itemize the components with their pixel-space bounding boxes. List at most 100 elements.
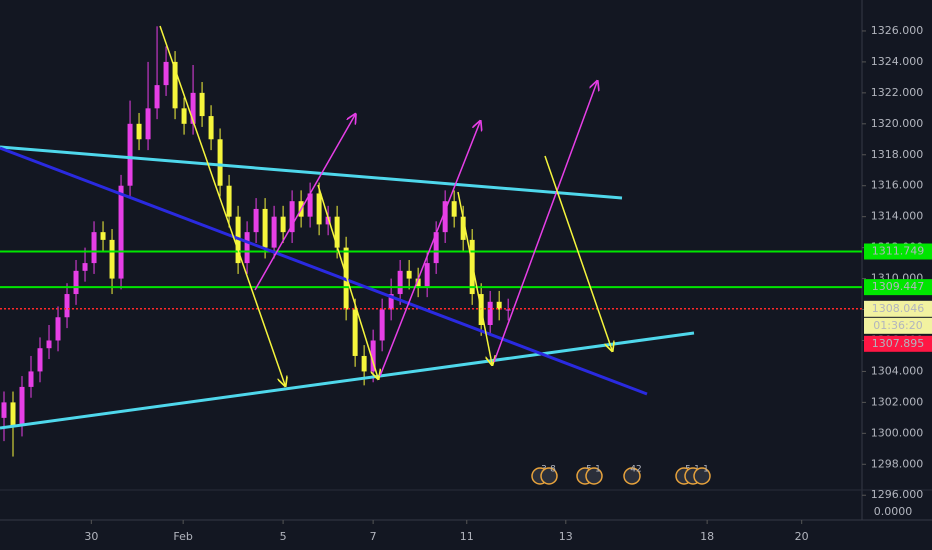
candle-body xyxy=(289,201,295,233)
candle-body xyxy=(154,85,160,109)
y-tick-label: 1320.000 xyxy=(871,117,924,130)
candle-body xyxy=(10,402,16,426)
event-badge xyxy=(623,467,641,485)
candle-body xyxy=(217,139,223,186)
trendline xyxy=(0,146,648,396)
candle-body xyxy=(73,270,79,295)
event-label: 1 xyxy=(703,465,709,475)
event-label: 42 xyxy=(630,465,641,475)
last-price-tag xyxy=(864,335,932,352)
price-tag-label: 1308.046 xyxy=(872,302,925,315)
arrow xyxy=(379,122,480,377)
candle-body xyxy=(271,216,277,248)
price-tag-label: 1309.447 xyxy=(872,280,925,293)
x-tick-label: Feb xyxy=(173,530,192,543)
candle-body xyxy=(181,108,187,124)
y-tick-label: 1298.000 xyxy=(871,457,924,470)
event-label: 1 xyxy=(595,465,601,475)
candle-body xyxy=(352,309,358,356)
arrow xyxy=(317,184,378,378)
candle-body xyxy=(388,294,394,310)
drawings xyxy=(0,25,695,430)
countdown: 01:36:20 xyxy=(873,319,922,332)
arrow xyxy=(493,82,597,363)
candle-body xyxy=(37,348,43,372)
candle-body xyxy=(334,216,340,248)
candle-body xyxy=(1,402,7,418)
axes: 1296.000 1298.000 1300.000 1302.000 1304.000… xyxy=(84,24,932,543)
y-tick-label: 1304.000 xyxy=(871,364,924,377)
price-tag xyxy=(864,243,932,260)
y-tick-label: 1322.000 xyxy=(871,86,924,99)
candle-body xyxy=(415,278,421,287)
candle-body xyxy=(136,123,142,140)
y-tick-label: 1324.000 xyxy=(871,55,924,68)
candle-body xyxy=(82,263,88,271)
y-tick-label: 1314.000 xyxy=(871,210,924,223)
x-tick-label: 5 xyxy=(280,530,287,543)
candle-body xyxy=(19,386,25,426)
candle-body xyxy=(496,301,502,310)
x-tick-label: 13 xyxy=(559,530,573,543)
candle-body xyxy=(325,216,331,225)
candle-body xyxy=(424,263,430,287)
candle-body xyxy=(199,92,205,117)
y-tick-label: 1318.000 xyxy=(871,148,924,161)
trendline xyxy=(0,331,695,430)
candle-body xyxy=(433,232,439,264)
arrow xyxy=(159,25,285,385)
candle-body xyxy=(127,123,133,186)
candle-body xyxy=(370,340,376,372)
y-tick-label: 1300.000 xyxy=(871,426,924,439)
price-tag xyxy=(864,279,932,296)
y-tick-label: 1302.000 xyxy=(871,395,924,408)
candle-body xyxy=(397,270,403,295)
last-price-label: 1307.895 xyxy=(872,337,925,350)
candle-body xyxy=(208,116,214,140)
candle-body xyxy=(145,108,151,140)
event-badge xyxy=(540,467,558,485)
candle-body xyxy=(307,193,313,217)
price-tag xyxy=(864,300,932,317)
candle-body xyxy=(442,201,448,233)
candle-body xyxy=(100,232,106,240)
candle-body xyxy=(91,232,97,264)
candle-body xyxy=(190,92,196,124)
candle-body xyxy=(505,309,511,311)
candle-body xyxy=(172,61,178,109)
arrow xyxy=(457,191,492,364)
candle-body xyxy=(316,193,322,225)
candle-body xyxy=(28,371,34,387)
candle-body xyxy=(460,216,466,240)
candle-body xyxy=(253,208,259,233)
candle-body xyxy=(226,185,232,217)
price-tag-label: 1311.749 xyxy=(872,245,925,258)
candle-body xyxy=(487,301,493,325)
candle-body xyxy=(280,216,286,233)
candle-body xyxy=(451,201,457,217)
x-tick-label: 11 xyxy=(460,530,474,543)
event-label: 8 xyxy=(550,465,556,475)
y-tick-label: 1316.000 xyxy=(871,179,924,192)
indicator-label: 0.0000 xyxy=(874,505,913,518)
y-tick-label: 1326.000 xyxy=(871,24,924,37)
candle-body xyxy=(118,185,124,279)
candle-body xyxy=(46,340,52,349)
arrow xyxy=(544,155,612,350)
x-tick-label: 30 xyxy=(84,530,98,543)
candle-body xyxy=(109,239,115,279)
candle-body xyxy=(64,294,70,318)
y-tick-label: 1296.000 xyxy=(871,488,924,501)
candle-body xyxy=(361,355,367,372)
event-badge xyxy=(693,467,711,485)
candle-body xyxy=(244,232,250,264)
candle-body xyxy=(379,309,385,341)
x-tick-label: 20 xyxy=(795,530,809,543)
event-badge xyxy=(585,467,603,485)
candle-body xyxy=(55,317,61,341)
candle-body xyxy=(163,61,169,86)
countdown-tag xyxy=(864,317,932,334)
trendline xyxy=(0,145,623,200)
